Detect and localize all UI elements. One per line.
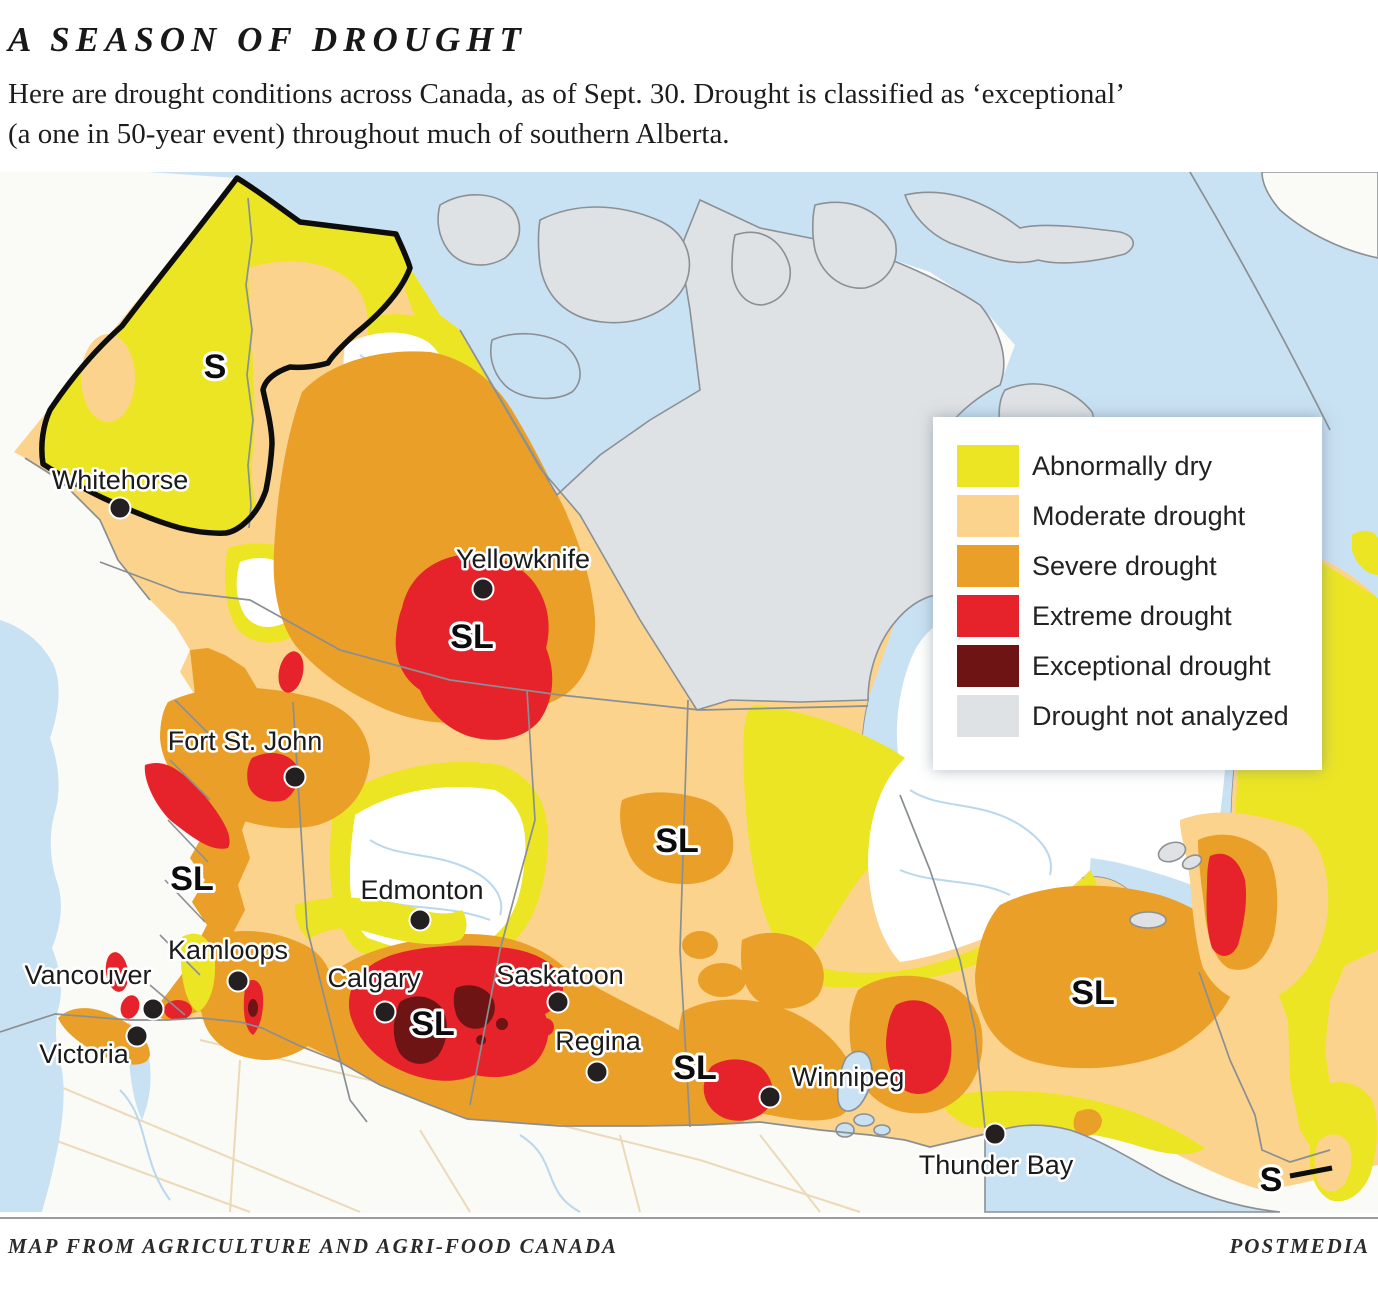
header: A SEASON OF DROUGHT Here are drought con… <box>8 20 1370 154</box>
city-dot <box>108 496 132 520</box>
city-dot <box>585 1060 609 1084</box>
drought-type-label: SL <box>411 1005 454 1043</box>
legend-label: Drought not analyzed <box>1032 700 1289 731</box>
legend-row: Drought not analyzed <box>957 695 1322 737</box>
subtitle-line-2: (a one in 50-year event) throughout much… <box>8 118 730 150</box>
region-labels: S SL SL SL SL SL SL S <box>167 345 1285 1202</box>
city-label: Kamloops <box>168 935 288 965</box>
legend-label: Moderate drought <box>1032 500 1246 531</box>
drought-type-label: SL <box>1071 974 1114 1012</box>
legend-label: Exceptional drought <box>1032 650 1271 681</box>
city-dot <box>373 1000 397 1024</box>
footer-divider <box>0 1217 1378 1219</box>
city-dot <box>983 1122 1007 1146</box>
legend-swatch <box>957 645 1019 687</box>
city-label: Yellowknife <box>456 544 590 574</box>
layer-quebec-blob <box>1180 812 1329 1002</box>
subtitle-line-1: Here are drought conditions across Canad… <box>8 78 1125 110</box>
city-dot <box>408 908 432 932</box>
brand: POSTMEDIA <box>1229 1234 1370 1258</box>
city-label: Edmonton <box>360 875 483 905</box>
legend-label: Abnormally dry <box>1032 450 1213 481</box>
pacific-ocean <box>0 620 64 1212</box>
city-label: Fort St. John <box>168 726 323 756</box>
footer: MAP FROM AGRICULTURE AND AGRI-FOOD CANAD… <box>8 1234 1370 1259</box>
drought-type-label: SL <box>450 618 493 656</box>
drought-map: S SL SL SL SL SL SL S Whitehorse Yellowknife Fort… <box>0 171 1378 1213</box>
legend-row: Extreme drought <box>957 595 1322 637</box>
legend-swatch <box>957 445 1019 487</box>
city-label: Winnipeg <box>792 1062 905 1092</box>
legend-swatch <box>957 695 1019 737</box>
greenland <box>1189 171 1378 431</box>
city-label: Victoria <box>39 1039 130 1069</box>
city-label: Regina <box>555 1026 642 1056</box>
bc-fjords <box>149 699 216 1016</box>
city-dot <box>226 969 250 993</box>
city-label: Saskatoon <box>496 960 624 990</box>
legend-label: Severe drought <box>1032 550 1217 581</box>
legend-label: Extreme drought <box>1032 600 1232 631</box>
drought-type-label: S <box>1260 1161 1283 1199</box>
city-markers: Whitehorse Yellowknife Fort St. John Edmont… <box>22 463 1076 1183</box>
legend-swatch <box>957 495 1019 537</box>
city-dot <box>758 1085 782 1109</box>
city-dot <box>125 1024 149 1048</box>
city-dot <box>471 577 495 601</box>
drought-type-label: SL <box>170 860 213 898</box>
s-leader-line <box>1289 1165 1333 1179</box>
page-title: A SEASON OF DROUGHT <box>8 20 527 59</box>
city-label: Whitehorse <box>52 465 189 495</box>
lakes <box>835 1050 1281 1213</box>
layer-exceptional <box>248 985 508 1064</box>
subtitle: Here are drought conditions across Canad… <box>8 74 1370 154</box>
legend-swatch <box>957 595 1019 637</box>
legend-row: Exceptional drought <box>957 645 1322 687</box>
city-dot <box>546 990 570 1014</box>
source-credit: MAP FROM AGRICULTURE AND AGRI-FOOD CANAD… <box>8 1234 619 1258</box>
borders <box>0 197 1331 1163</box>
drought-type-label: S <box>204 348 227 386</box>
legend-swatch <box>957 545 1019 587</box>
city-label: Thunder Bay <box>919 1150 1074 1180</box>
city-label: Vancouver <box>24 960 151 990</box>
drought-type-label: SL <box>673 1049 716 1087</box>
city-label: Calgary <box>327 963 421 993</box>
drought-map-svg: S SL SL SL SL SL SL S Whitehorse Yellowknife Fort… <box>0 171 1378 1213</box>
map-legend: Abnormally dry Moderate drought Severe dro… <box>933 417 1322 770</box>
legend-row: Abnormally dry <box>957 445 1322 487</box>
city-dot <box>141 997 165 1021</box>
city-dot <box>283 765 307 789</box>
legend-row: Severe drought <box>957 545 1322 587</box>
legend-row: Moderate drought <box>957 495 1322 537</box>
drought-type-label: SL <box>655 822 698 860</box>
s-region-outline <box>39 175 413 536</box>
